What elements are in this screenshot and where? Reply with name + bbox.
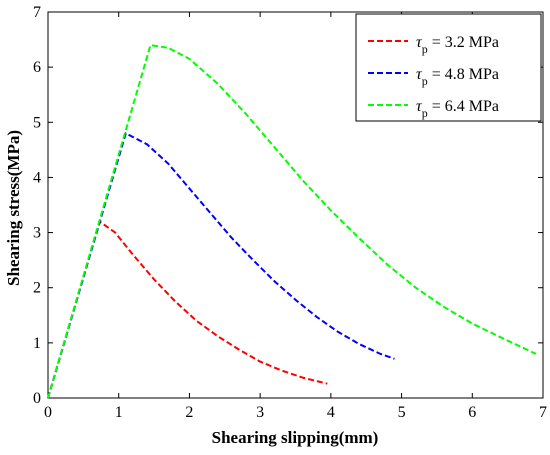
plot-area: 0 1 2 3 4 5 6 7 0 1 2 3 4 5 6 7: [33, 4, 547, 421]
legend-value: = 3.2 MPa: [428, 34, 499, 51]
legend-tau: τ: [416, 98, 423, 115]
legend-box: [355, 13, 542, 122]
series-line-2: [47, 132, 395, 399]
legend-value: = 4.8 MPa: [428, 66, 499, 83]
x-tick-label: 5: [398, 404, 406, 421]
x-tick-label: 6: [468, 404, 476, 421]
x-tick-label: 1: [115, 404, 123, 421]
x-tick-label: 3: [256, 404, 264, 421]
x-tick-label: 7: [539, 404, 547, 421]
legend-subscript: p: [422, 106, 428, 120]
legend-tau: τ: [416, 66, 423, 83]
y-tick-label: 0: [33, 390, 41, 407]
y-tick-label: 7: [33, 4, 41, 21]
y-tick-label: 2: [33, 280, 41, 297]
y-tick-label: 5: [33, 114, 41, 131]
y-tick-label: 4: [33, 169, 41, 186]
series-line-3: [47, 44, 537, 399]
legend-tau: τ: [416, 34, 423, 51]
plot-frame: [47, 11, 544, 399]
y-tick-label: 6: [33, 59, 41, 76]
y-axis-title: Shearing stress(MPa): [4, 130, 23, 286]
legend-label-1: τp = 3.2 MPa: [416, 34, 499, 56]
x-tick-label: 4: [327, 404, 335, 421]
legend-subscript: p: [422, 42, 428, 56]
series-layer: [47, 44, 537, 399]
legend-label-3: τp = 6.4 MPa: [416, 98, 499, 120]
series-line-1: [47, 220, 328, 399]
y-tick-label: 1: [33, 335, 41, 352]
x-tick-label: 2: [185, 404, 193, 421]
legend-value: = 6.4 MPa: [428, 98, 499, 115]
x-axis-title: Shearing slipping(mm): [212, 428, 379, 447]
legend-label-2: τp = 4.8 MPa: [416, 66, 499, 88]
y-tick-label: 3: [33, 225, 41, 242]
x-tick-label: 0: [44, 404, 52, 421]
legend-subscript: p: [422, 74, 428, 88]
